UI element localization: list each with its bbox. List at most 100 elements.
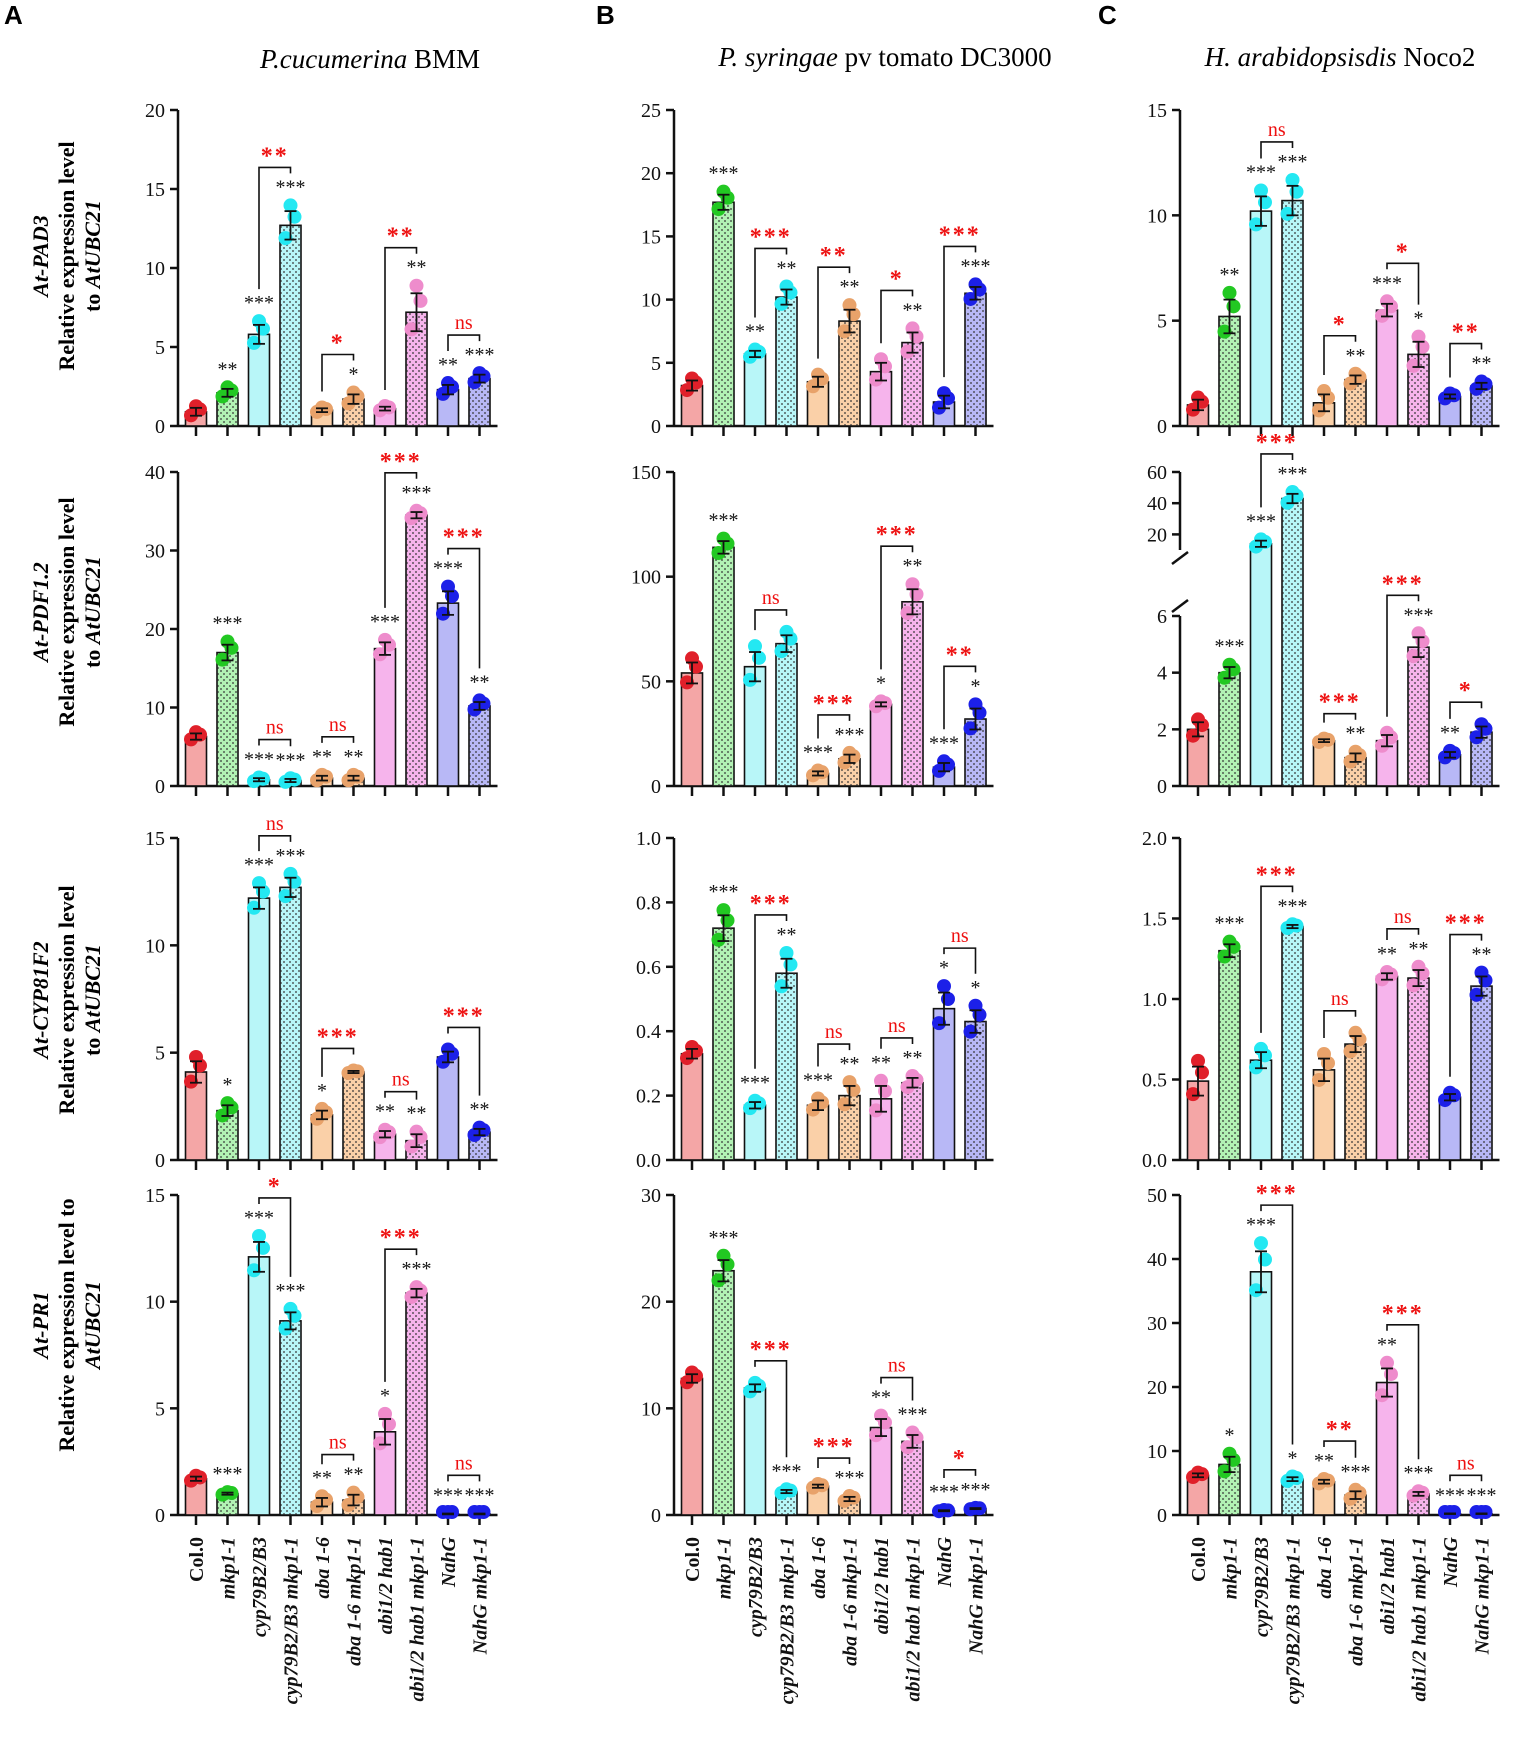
replicate-dot	[1217, 324, 1232, 339]
bar	[869, 703, 893, 787]
row-label-cyp81f2-line2: to AtUBC21	[80, 944, 105, 1056]
significance-mark: ***	[402, 1258, 432, 1280]
genotype-label: abi1/2 hab1	[871, 1537, 893, 1634]
significance-mark: ***	[929, 732, 959, 754]
bar-hatch	[406, 1293, 427, 1515]
comparison-label: *	[1333, 312, 1347, 338]
significance-mark: ***	[898, 1403, 928, 1425]
comparison-label: ***	[1382, 1301, 1424, 1327]
panel-letter-b: B	[596, 0, 615, 30]
replicate-dot	[283, 198, 298, 213]
replicate-dot	[1312, 1072, 1326, 1087]
replicate-dot	[837, 324, 852, 339]
bar-hatch	[965, 719, 986, 786]
y-tick-label: 0	[155, 1150, 165, 1172]
replicate-dot	[1380, 1355, 1394, 1370]
comparison-bracket	[754, 609, 788, 631]
significance-mark: **	[218, 358, 238, 380]
significance-mark: **	[344, 1464, 364, 1486]
replicate-dot	[441, 1042, 455, 1057]
row-label-cyp81f2-line2-italic: AtUBC21	[80, 944, 105, 1034]
comparison-bracket	[384, 1248, 418, 1382]
y-tick-label: 0	[155, 416, 165, 438]
row-label-pad3-gene: At-PAD3	[28, 215, 53, 298]
replicate-dot	[1191, 1053, 1205, 1068]
significance-mark: ***	[709, 510, 739, 532]
significance-mark: ***	[213, 1463, 243, 1485]
significance-mark: **	[1409, 938, 1429, 960]
comparison-bracket	[817, 1457, 851, 1468]
comparison-label: *	[331, 331, 345, 357]
y-tick-label: 40	[1147, 493, 1167, 515]
significance-mark: ***	[1246, 161, 1276, 183]
replicate-dot	[346, 767, 361, 782]
bar-hatch	[1219, 950, 1240, 1160]
replicate-dot	[1222, 657, 1237, 672]
replicate-dot	[874, 1073, 888, 1088]
y-tick-label: 6	[1157, 606, 1167, 628]
y-tick-label: 0	[651, 416, 661, 438]
significance-mark: **	[840, 276, 860, 298]
row-label-cyp81f2: At-CYP81F2 Relative expression level to …	[28, 885, 105, 1114]
comparison-bracket	[1260, 1204, 1294, 1445]
replicate-dot	[378, 1122, 392, 1137]
replicate-dot	[1474, 374, 1489, 389]
panel-title-a-italic: P.cucumerina	[259, 44, 407, 74]
comparison-label: ns	[1394, 906, 1412, 928]
significance-mark: ***	[803, 1069, 833, 1091]
genotype-label: cyp79B2/B3	[1251, 1537, 1273, 1637]
y-tick-label: 20	[1147, 524, 1167, 546]
replicate-dot	[247, 335, 261, 350]
comparison-label: ns	[1331, 988, 1349, 1010]
replicate-dot	[748, 342, 762, 357]
bar-hatch	[1471, 732, 1492, 786]
significance-mark: *	[1225, 1425, 1235, 1447]
comparison-bracket	[817, 266, 851, 359]
comparison-bracket	[880, 289, 914, 344]
comparison-bracket	[384, 1090, 418, 1100]
significance-mark: ***	[835, 1467, 865, 1489]
comparison-label: ns	[888, 1015, 906, 1037]
significance-mark: ***	[1372, 272, 1402, 294]
row-label-pr1-gene: At-PR1	[28, 1291, 53, 1360]
replicate-dot	[1411, 329, 1426, 344]
comparison-bracket	[1449, 1474, 1483, 1482]
significance-mark: **	[1346, 723, 1366, 745]
significance-mark: ***	[465, 1484, 495, 1506]
significance-mark: *	[1414, 308, 1424, 330]
comparison-label: ns	[825, 1021, 843, 1043]
genotype-label: aba 1-6 mkp1-1	[1346, 1537, 1368, 1666]
y-tick-label: 150	[631, 462, 661, 484]
significance-mark: *	[971, 977, 981, 999]
genotype-label: cyp79B2/B3	[249, 1537, 271, 1637]
significance-mark: ***	[465, 344, 495, 366]
comparison-bracket	[817, 714, 851, 739]
replicate-dot	[441, 1505, 455, 1519]
comparison-bracket	[258, 1197, 292, 1277]
significance-mark: **	[1314, 1450, 1334, 1472]
y-tick-label: 60	[1147, 462, 1167, 484]
comparison-label: ns	[888, 1355, 906, 1377]
comparison-label: **	[820, 243, 848, 269]
significance-mark: **	[1220, 264, 1240, 286]
replicate-dot	[1474, 1505, 1489, 1519]
replicate-dot	[1254, 183, 1268, 198]
comparison-bracket	[258, 166, 292, 290]
significance-mark: *	[1288, 1447, 1298, 1469]
comparison-label: ***	[750, 224, 792, 250]
significance-mark: ***	[244, 749, 274, 771]
bar-hatch	[839, 1095, 860, 1160]
y-tick-label: 50	[641, 671, 661, 693]
comparison-label: ns	[392, 1069, 410, 1091]
significance-mark: ***	[276, 845, 306, 867]
replicate-dot	[842, 745, 857, 760]
significance-mark: **	[777, 924, 797, 946]
replicate-dot	[1280, 206, 1295, 221]
y-tick-label: 10	[1147, 1441, 1167, 1463]
panel-title-c: H. arabidopsisdis Noco2	[1204, 42, 1476, 72]
comparison-bracket	[817, 1043, 851, 1067]
